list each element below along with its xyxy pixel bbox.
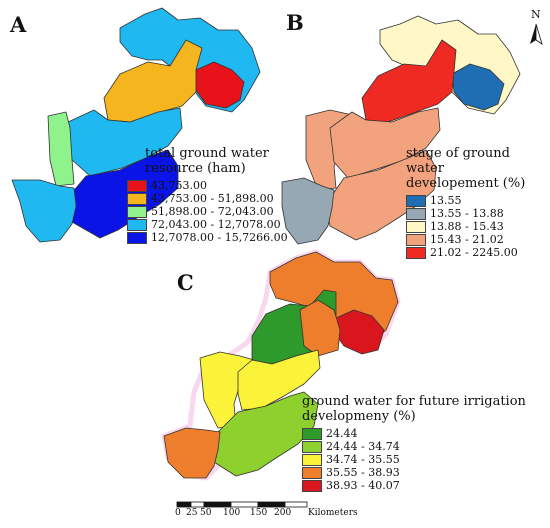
- legend-c-title-line2: developmeny (%): [302, 409, 416, 424]
- legend-a-class-swatch: [127, 192, 147, 205]
- legend-b-class-swatch: [406, 207, 426, 220]
- legend-a-class-label: 43,753.00: [151, 179, 207, 192]
- map-c-district-southwest: [163, 427, 221, 479]
- map-b: [281, 15, 521, 245]
- legend-b-class-label: 13.55: [430, 194, 462, 207]
- scale-tick-200: 200: [274, 508, 292, 518]
- legend-a-title-line2: resource (ham): [145, 161, 246, 176]
- map-b-district-east: [451, 63, 505, 111]
- legend-b-title-line1: stage of ground water: [406, 146, 510, 176]
- legend-c-class-row: 24.44: [302, 427, 526, 440]
- legend-c-class-swatch: [302, 453, 322, 466]
- legend-c-class-label: 24.44: [326, 427, 358, 440]
- legend-a-class-label: 43,753.00 - 51,898.00: [151, 192, 274, 205]
- map-a-district-east: [195, 61, 245, 109]
- legend-a-class-row: 43,753.00 - 51,898.00: [127, 192, 288, 205]
- map-b-district-southwest: [281, 177, 335, 245]
- legend-c-class-label: 24.44 - 34.74: [326, 440, 400, 453]
- legend-a-class-label: 51,898.00 - 72,043.00: [151, 205, 274, 218]
- legend-c-class-swatch: [302, 466, 322, 479]
- map-c-district-center-east: [299, 299, 341, 357]
- legend-b-class-label: 13.88 - 15.43: [430, 220, 504, 233]
- legend-a: total ground water resource (ham) 43,753…: [127, 146, 288, 244]
- legend-c-class-row: 35.55 - 38.93: [302, 466, 526, 479]
- legend-a-class-row: 43,753.00: [127, 179, 288, 192]
- map-a: [11, 7, 261, 243]
- legend-b-class-swatch: [406, 220, 426, 233]
- legend-b-class-swatch: [406, 194, 426, 207]
- scale-tick-0: 0: [175, 508, 181, 518]
- scale-bar-graphic: [176, 501, 308, 508]
- map-a-district-west: [47, 111, 75, 187]
- legend-a-class-swatch: [127, 205, 147, 218]
- legend-c: ground water for future irrigation devel…: [302, 394, 526, 492]
- legend-a-class-swatch: [127, 218, 147, 231]
- legend-c-class-row: 34.74 - 35.55: [302, 453, 526, 466]
- legend-b-class-row: 15.43 - 21.02: [406, 233, 550, 246]
- legend-b-class-label: 15.43 - 21.02: [430, 233, 504, 246]
- legend-b-class-row: 13.55 - 13.88: [406, 207, 550, 220]
- legend-b-class-label: 13.55 - 13.88: [430, 207, 504, 220]
- legend-b-title-line2: developement (%): [406, 176, 526, 191]
- legend-c-class-row: 24.44 - 34.74: [302, 440, 526, 453]
- legend-b-class-row: 21.02 - 2245.00: [406, 246, 550, 259]
- scale-tick-25: 25: [186, 508, 198, 518]
- legend-b: stage of ground water developement (%) 1…: [406, 146, 550, 259]
- legend-c-class-label: 35.55 - 38.93: [326, 466, 400, 479]
- panel-c-letter: C: [177, 270, 194, 295]
- legend-c-class-label: 38.93 - 40.07: [326, 479, 400, 492]
- legend-a-class-swatch: [127, 179, 147, 192]
- legend-b-class-row: 13.88 - 15.43: [406, 220, 550, 233]
- panel-a-letter: A: [10, 12, 27, 37]
- legend-c-class-swatch: [302, 440, 322, 453]
- legend-a-class-row: 72,043.00 - 12,7078.00: [127, 218, 288, 231]
- legend-c-title-line1: ground water for future irrigation: [302, 394, 526, 409]
- legend-a-class-label: 72,043.00 - 12,7078.00: [151, 218, 281, 231]
- legend-a-title-line1: total ground water: [145, 146, 269, 161]
- scale-unit: Kilometers: [308, 508, 358, 518]
- legend-b-class-swatch: [406, 246, 426, 259]
- map-c-district-center: [237, 349, 321, 411]
- map-c: [161, 249, 401, 481]
- legend-b-class-label: 21.02 - 2245.00: [430, 246, 518, 259]
- scale-tick-150: 150: [250, 508, 268, 518]
- legend-c-class-row: 38.93 - 40.07: [302, 479, 526, 492]
- legend-c-class-swatch: [302, 479, 322, 492]
- panel-b-letter: B: [286, 10, 304, 35]
- north-arrow-icon: [530, 23, 543, 45]
- scale-tick-100: 100: [223, 508, 241, 518]
- legend-a-class-row: 12,7078.00 - 15,7266.00: [127, 231, 288, 244]
- legend-b-class-swatch: [406, 233, 426, 246]
- scale-tick-50: 50: [200, 508, 212, 518]
- north-arrow-label: N: [531, 8, 541, 21]
- legend-c-class-label: 34.74 - 35.55: [326, 453, 400, 466]
- legend-c-class-swatch: [302, 427, 322, 440]
- legend-a-class-row: 51,898.00 - 72,043.00: [127, 205, 288, 218]
- scale-bar: 0 25 50 100 150 200 Kilometers: [174, 508, 374, 522]
- legend-a-class-label: 12,7078.00 - 15,7266.00: [151, 231, 288, 244]
- legend-b-class-row: 13.55: [406, 194, 550, 207]
- map-a-district-southwest: [11, 179, 77, 243]
- legend-a-class-swatch: [127, 231, 147, 244]
